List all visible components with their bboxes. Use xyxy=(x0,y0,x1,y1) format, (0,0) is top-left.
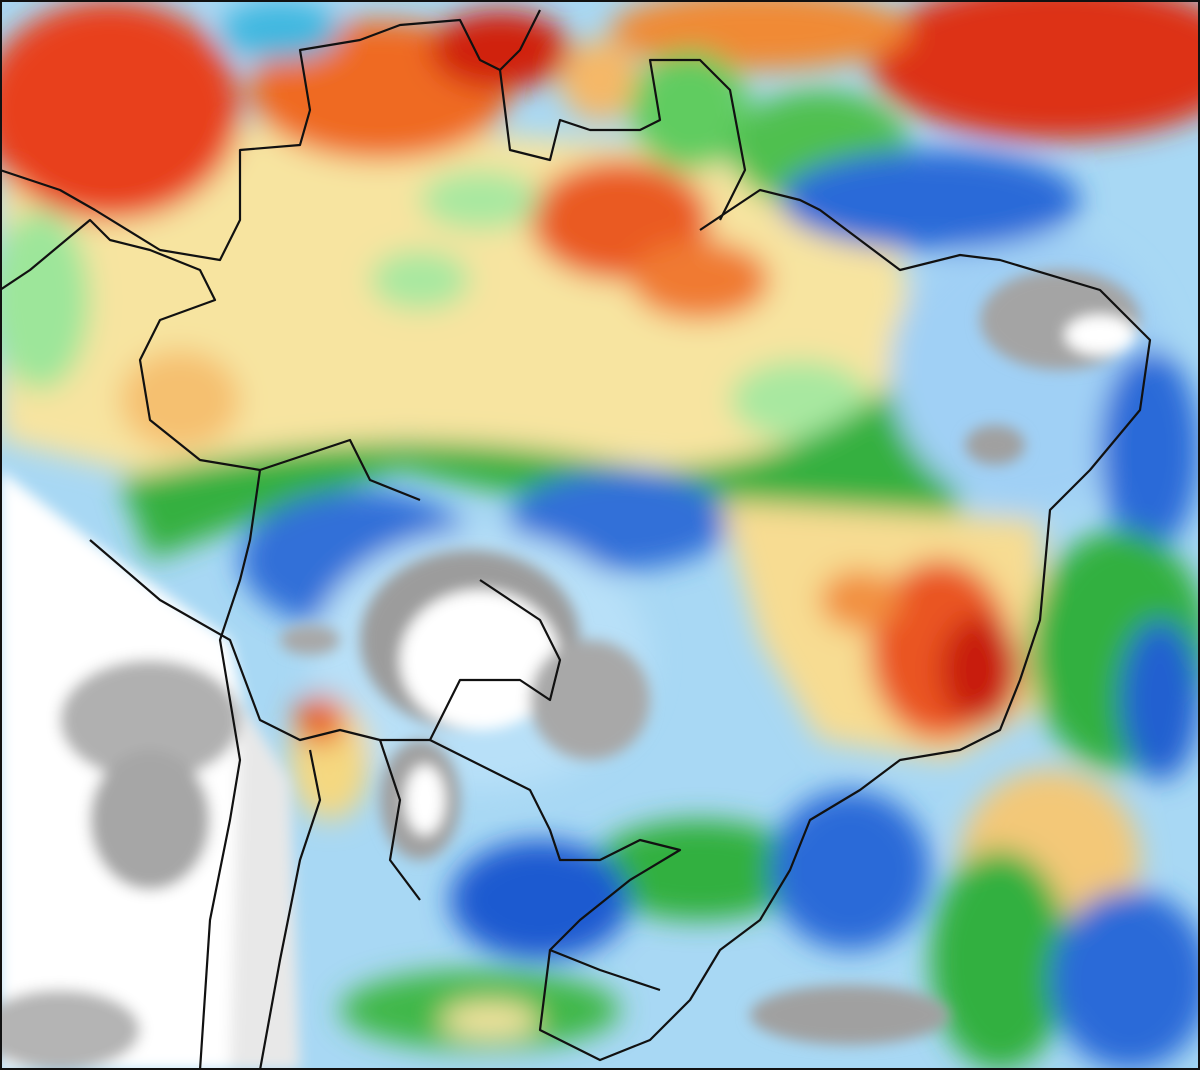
shape xyxy=(429,739,682,992)
shape xyxy=(498,58,747,221)
shape xyxy=(450,840,630,960)
shape xyxy=(820,570,900,630)
shape xyxy=(280,625,340,655)
shape xyxy=(870,0,1200,140)
shape xyxy=(370,250,470,310)
shape xyxy=(930,850,1070,1070)
shape xyxy=(750,985,950,1045)
shape xyxy=(538,188,1152,1062)
shape xyxy=(0,210,90,390)
shape xyxy=(89,539,562,742)
shape xyxy=(1120,620,1200,780)
shape xyxy=(295,695,345,745)
shape xyxy=(440,1002,540,1038)
shape xyxy=(1050,890,1200,1070)
shape xyxy=(0,218,421,502)
shape xyxy=(965,425,1025,465)
shape xyxy=(420,170,540,230)
shape xyxy=(0,990,140,1070)
shape xyxy=(0,0,240,220)
shape xyxy=(220,0,340,60)
shape xyxy=(1100,350,1200,550)
shape xyxy=(780,150,1080,250)
shape xyxy=(630,240,770,320)
shape xyxy=(940,615,1020,725)
shape xyxy=(1065,315,1135,355)
shape xyxy=(258,749,322,1070)
shape xyxy=(378,739,421,901)
shape xyxy=(590,820,810,920)
shape xyxy=(560,40,640,120)
shape xyxy=(530,640,650,760)
shape xyxy=(230,700,300,1070)
shape xyxy=(405,765,445,835)
shape xyxy=(730,360,870,440)
shape xyxy=(400,590,560,730)
shape xyxy=(90,750,210,890)
borders xyxy=(0,9,1152,1070)
dry-patches xyxy=(0,270,1140,1070)
shape xyxy=(198,469,262,1070)
shape xyxy=(120,350,240,450)
shape xyxy=(770,790,930,950)
shape xyxy=(0,9,541,262)
shape xyxy=(60,660,240,780)
shape xyxy=(510,470,730,570)
